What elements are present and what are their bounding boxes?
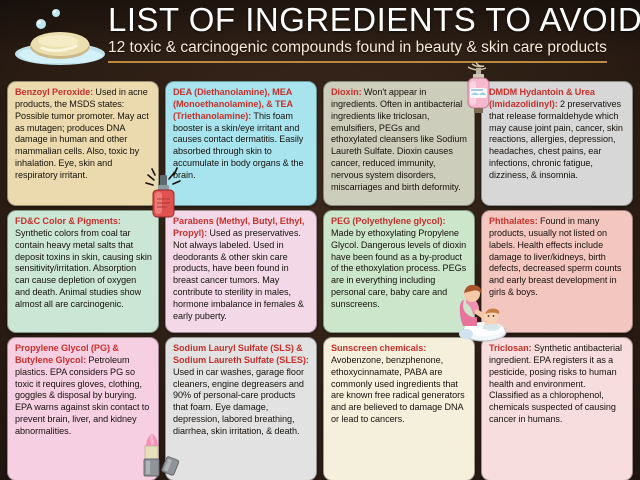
- title-block: LIST OF INGREDIENTS TO AVOID 12 toxic & …: [108, 1, 640, 63]
- chemical-name: Triclosan:: [489, 343, 532, 353]
- chemical-description: 2 preservatives that release formaldehyd…: [489, 98, 623, 180]
- chemical-description: Used in acne products, the MSDS states: …: [15, 87, 149, 180]
- card-text: Propylene Glycol (PG) & Butylene Glycol:…: [15, 343, 152, 438]
- card-dea-mea-tea: DEA (Diethanolamine), MEA (Monoethanolam…: [165, 81, 317, 206]
- chemical-description: Found in many products, usually not list…: [489, 216, 622, 298]
- chemical-name: DMDM Hydantoin & Urea (Imidazolidinyl):: [489, 87, 595, 109]
- card-parabens: Parabens (Methyl, Butyl, Ethyl, Propyl):…: [165, 210, 317, 333]
- chemical-name: Dioxin:: [331, 87, 362, 97]
- chemical-name: Propylene Glycol (PG) & Butylene Glycol:: [15, 343, 119, 365]
- card-text: FD&C Color & Pigments: Synthetic colors …: [15, 216, 152, 311]
- card-dioxin: Dioxin: Won't appear in ingredients. Oft…: [323, 81, 475, 206]
- chemical-name: DEA (Diethanolamine), MEA (Monoethanolam…: [173, 87, 293, 121]
- chemical-description: Synthetic colors from coal tar contain h…: [15, 227, 152, 309]
- card-dmdm-hydantoin-urea: DMDM Hydantoin & Urea (Imidazolidinyl): …: [481, 81, 633, 206]
- card-text: Sodium Lauryl Sulfate (SLS) & Sodium Lau…: [173, 343, 310, 438]
- card-text: DEA (Diethanolamine), MEA (Monoethanolam…: [173, 87, 310, 182]
- card-text: DMDM Hydantoin & Urea (Imidazolidinyl): …: [489, 87, 626, 182]
- card-triclosan: Triclosan: Synthetic antibacterial ingre…: [481, 337, 633, 480]
- card-sls-sles: Sodium Lauryl Sulfate (SLS) & Sodium Lau…: [165, 337, 317, 480]
- chemical-name: FD&C Color & Pigments:: [15, 216, 121, 226]
- card-benzoyl-peroxide: Benzoyl Peroxide: Used in acne products,…: [7, 81, 159, 206]
- grid-cell: DEA (Diethanolamine), MEA (Monoethanolam…: [162, 79, 320, 208]
- chemical-description: Petroleum plastics. EPA considers PG so …: [15, 354, 150, 436]
- grid-cell: DMDM Hydantoin & Urea (Imidazolidinyl): …: [478, 79, 636, 208]
- grid-cell: PEG (Polyethylene glycol): Made by ethox…: [320, 208, 478, 335]
- card-fdc-color-pigments: FD&C Color & Pigments: Synthetic colors …: [7, 210, 159, 333]
- grid-cell: Benzoyl Peroxide: Used in acne products,…: [4, 79, 162, 208]
- chemical-name: Phthalates:: [489, 216, 538, 226]
- grid-cell: Phthalates: Found in many products, usua…: [478, 208, 636, 335]
- card-text: Parabens (Methyl, Butyl, Ethyl, Propyl):…: [173, 216, 310, 323]
- grid-cell: Parabens (Methyl, Butyl, Ethyl, Propyl):…: [162, 208, 320, 335]
- page-subtitle: 12 toxic & carcinogenic compounds found …: [108, 38, 607, 63]
- page-title: LIST OF INGREDIENTS TO AVOID: [108, 1, 640, 38]
- card-text: Phthalates: Found in many products, usua…: [489, 216, 626, 299]
- chemical-name: Benzoyl Peroxide:: [15, 87, 94, 97]
- poster-header: LIST OF INGREDIENTS TO AVOID 12 toxic & …: [0, 0, 640, 76]
- card-text: Sunscreen chemicals: Avobenzone, benzphe…: [331, 343, 468, 426]
- chemical-description: Synthetic antibacterial ingredient. EPA …: [489, 343, 623, 425]
- grid-cell: Sunscreen chemicals: Avobenzone, benzphe…: [320, 335, 478, 480]
- card-peg: PEG (Polyethylene glycol): Made by ethox…: [323, 210, 475, 333]
- card-propylene-butylene-glycol: Propylene Glycol (PG) & Butylene Glycol:…: [7, 337, 159, 480]
- chemical-name: Sodium Lauryl Sulfate (SLS) & Sodium Lau…: [173, 343, 309, 365]
- chemical-name: Parabens (Methyl, Butyl, Ethyl, Propyl):: [173, 216, 305, 238]
- chemical-description: Won't appear in ingredients. Often in an…: [331, 87, 467, 192]
- chemical-name: Sunscreen chemicals:: [331, 343, 427, 353]
- card-text: Triclosan: Synthetic antibacterial ingre…: [489, 343, 626, 426]
- card-text: Benzoyl Peroxide: Used in acne products,…: [15, 87, 152, 182]
- card-text: PEG (Polyethylene glycol): Made by ethox…: [331, 216, 468, 311]
- soap-bar-icon: [12, 6, 108, 72]
- chemical-name: PEG (Polyethylene glycol):: [331, 216, 446, 226]
- grid-cell: Sodium Lauryl Sulfate (SLS) & Sodium Lau…: [162, 335, 320, 480]
- grid-cell: Dioxin: Won't appear in ingredients. Oft…: [320, 79, 478, 208]
- chemical-description: Used as preservatives. Not always labele…: [173, 227, 304, 321]
- card-text: Dioxin: Won't appear in ingredients. Oft…: [331, 87, 468, 194]
- grid-cell: Triclosan: Synthetic antibacterial ingre…: [478, 335, 636, 480]
- card-sunscreen-chemicals: Sunscreen chemicals: Avobenzone, benzphe…: [323, 337, 475, 480]
- chemical-description: Used in car washes, garage floor cleaner…: [173, 366, 304, 436]
- chemical-description: Avobenzone, benzphenone, ethoxycinnamate…: [331, 354, 465, 425]
- ingredient-grid: Benzoyl Peroxide: Used in acne products,…: [0, 76, 640, 480]
- chemical-description: This foam booster is a skin/eye irritant…: [173, 110, 304, 180]
- card-phthalates: Phthalates: Found in many products, usua…: [481, 210, 633, 333]
- grid-cell: FD&C Color & Pigments: Synthetic colors …: [4, 208, 162, 335]
- grid-cell: Propylene Glycol (PG) & Butylene Glycol:…: [4, 335, 162, 480]
- chemical-description: Made by ethoxylating Propylene Glycol. D…: [331, 227, 467, 309]
